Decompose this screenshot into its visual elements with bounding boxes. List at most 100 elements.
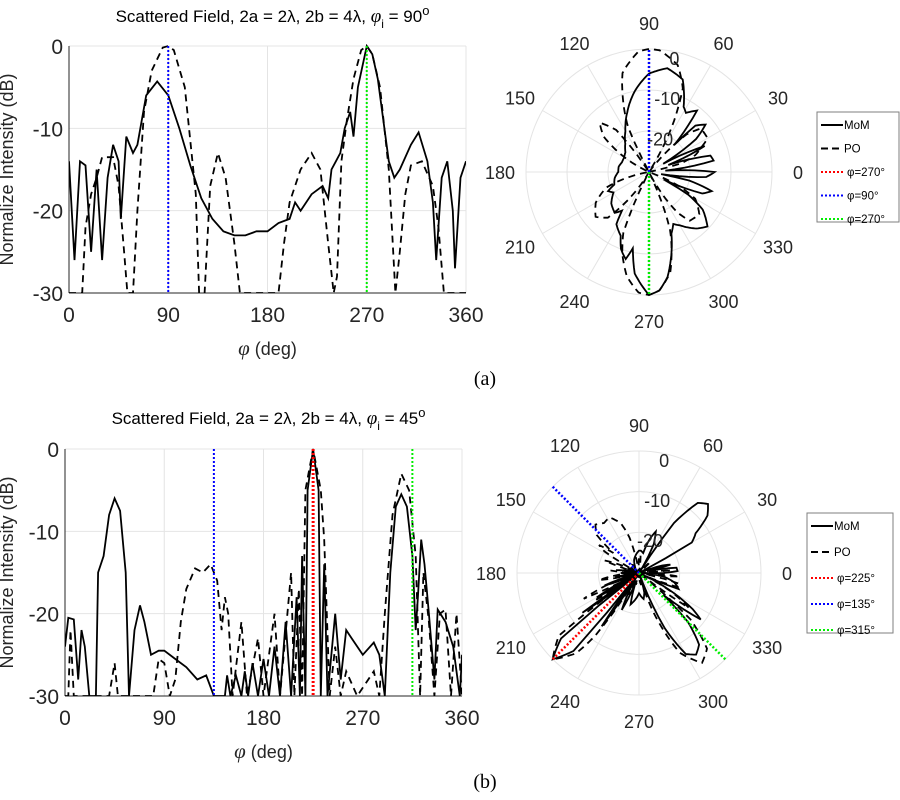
x-tick-label: 270 bbox=[349, 304, 384, 327]
x-tick-label: 0 bbox=[63, 304, 75, 327]
angle-tick-label: 270 bbox=[624, 712, 654, 732]
polar-plot-1: 0 30 60 90 120 150 180 210 240 270 300 330 0 -10 -20 Mo… bbox=[485, 14, 900, 332]
x-axis-label: φ (deg) bbox=[238, 336, 297, 360]
legend-box bbox=[816, 111, 900, 223]
legend-entry: φ=90° bbox=[847, 191, 879, 203]
x-label-phi: φ bbox=[234, 739, 246, 763]
angle-tick-label: 90 bbox=[629, 416, 649, 436]
legend-box bbox=[806, 512, 894, 634]
angle-tick-label: 150 bbox=[505, 89, 535, 109]
y-tick-label: 0 bbox=[51, 36, 63, 59]
y-tick-label: -20 bbox=[33, 201, 63, 224]
radial-tick-label: -20 bbox=[647, 130, 673, 150]
title-sub: i bbox=[377, 419, 380, 433]
title-phi: φ bbox=[371, 6, 382, 27]
x-tick-label: 180 bbox=[250, 304, 285, 327]
angle-tick-label: 330 bbox=[752, 638, 782, 658]
cartesian-plot-0: 0 90 180 270 360 0 -10 -20 -30 Scattered Field, 2… bbox=[0, 3, 484, 360]
series-mom-line bbox=[65, 448, 462, 696]
polar-spoke bbox=[577, 467, 640, 574]
polar-marker-line-phi-135 bbox=[551, 485, 640, 574]
x-tick-label: 180 bbox=[246, 707, 281, 730]
polar-series-po-line bbox=[551, 516, 708, 665]
x-label-text: (deg) bbox=[250, 339, 297, 359]
legend: MoM PO φ=225° φ=135° φ=315° bbox=[806, 512, 894, 637]
caption-a: (a) bbox=[474, 368, 496, 390]
radial-tick-label: -10 bbox=[654, 89, 680, 109]
title-sup: o bbox=[422, 3, 429, 18]
angle-tick-label: 210 bbox=[496, 638, 526, 658]
legend: MoM PO φ=270° φ=90° φ=270° bbox=[816, 111, 900, 226]
y-tick-label: -10 bbox=[33, 118, 63, 141]
angle-tick-label: 60 bbox=[703, 436, 723, 456]
title-eq: = 90 bbox=[384, 7, 422, 26]
legend-entry: PO bbox=[844, 144, 861, 156]
x-tick-label: 270 bbox=[345, 707, 380, 730]
polar-spoke bbox=[587, 65, 650, 173]
angle-tick-label: 120 bbox=[559, 34, 589, 54]
radial-tick-label: 0 bbox=[659, 451, 669, 471]
x-label-phi: φ bbox=[238, 336, 250, 360]
x-tick-label: 360 bbox=[444, 707, 479, 730]
angle-tick-label: 210 bbox=[505, 238, 535, 258]
caption-b: (b) bbox=[473, 771, 496, 793]
y-tick-label: 0 bbox=[47, 439, 59, 462]
angle-tick-label: 300 bbox=[708, 292, 738, 312]
series-po-line bbox=[69, 44, 466, 293]
polar-marker-line-phi-225 bbox=[551, 572, 640, 661]
legend-entry: φ=315° bbox=[837, 625, 875, 637]
radial-tick-label: 0 bbox=[669, 49, 679, 69]
x-axis-label: φ (deg) bbox=[234, 739, 293, 763]
y-tick-label: -30 bbox=[29, 686, 59, 709]
polar-series-po-line bbox=[594, 48, 709, 296]
x-tick-label: 0 bbox=[59, 707, 71, 730]
angle-tick-label: 180 bbox=[476, 564, 506, 584]
plot-title: Scattered Field, 2a = 2λ, 2b = 4λ, φi = … bbox=[116, 3, 430, 31]
radial-tick-label: -10 bbox=[644, 491, 670, 511]
x-tick-label: 90 bbox=[157, 304, 180, 327]
angle-tick-label: 30 bbox=[757, 490, 777, 510]
polar-marker-line-phi-315 bbox=[638, 572, 727, 661]
y-axis-label: Normalize Intensity (dB) bbox=[0, 476, 17, 668]
legend-entry: φ=270° bbox=[847, 167, 885, 179]
legend-entry: PO bbox=[834, 547, 851, 559]
cartesian-plot-2: 0 90 180 270 360 0 -10 -20 -30 Scattered Field, 2… bbox=[0, 405, 480, 763]
x-tick-label: 360 bbox=[448, 304, 483, 327]
legend-entry: φ=135° bbox=[837, 599, 875, 611]
angle-tick-label: 330 bbox=[763, 238, 793, 258]
y-tick-label: -10 bbox=[29, 521, 59, 544]
angle-tick-label: 300 bbox=[698, 692, 728, 712]
series-po-line bbox=[65, 448, 462, 696]
angle-tick-label: 120 bbox=[550, 436, 580, 456]
polar-series-mom-line bbox=[606, 67, 718, 297]
angle-tick-label: 180 bbox=[485, 163, 515, 183]
title-text: Scattered Field, 2a = 2λ, 2b = 4λ, bbox=[116, 7, 371, 26]
title-eq: = 45 bbox=[380, 409, 418, 428]
legend-entry: MoM bbox=[844, 120, 870, 132]
legend-entry: φ=225° bbox=[837, 573, 875, 585]
angle-tick-label: 240 bbox=[559, 292, 589, 312]
angle-tick-label: 90 bbox=[639, 14, 659, 34]
x-label-text: (deg) bbox=[246, 742, 293, 762]
angle-tick-label: 60 bbox=[713, 34, 733, 54]
polar-series-mom-line bbox=[551, 501, 709, 661]
plot-title: Scattered Field, 2a = 2λ, 2b = 4λ, φi = … bbox=[112, 405, 426, 433]
angle-tick-label: 240 bbox=[550, 692, 580, 712]
x-tick-label: 90 bbox=[153, 707, 176, 730]
title-sub: i bbox=[381, 17, 384, 31]
angle-tick-label: 150 bbox=[496, 490, 526, 510]
y-axis-label: Normalize Intensity (dB) bbox=[0, 73, 17, 265]
y-tick-label: -20 bbox=[29, 604, 59, 627]
legend-entry: φ=270° bbox=[847, 214, 885, 226]
angle-tick-label: 270 bbox=[634, 312, 664, 332]
angle-tick-label: 30 bbox=[768, 89, 788, 109]
y-tick-label: -30 bbox=[33, 283, 63, 306]
title-text: Scattered Field, 2a = 2λ, 2b = 4λ, bbox=[112, 409, 367, 428]
radial-tick-label: -20 bbox=[637, 531, 663, 551]
title-phi: φ bbox=[367, 408, 378, 429]
angle-tick-label: 0 bbox=[782, 564, 792, 584]
polar-spoke bbox=[587, 171, 650, 279]
legend-entry: MoM bbox=[834, 521, 860, 533]
polar-spoke bbox=[533, 511, 640, 574]
